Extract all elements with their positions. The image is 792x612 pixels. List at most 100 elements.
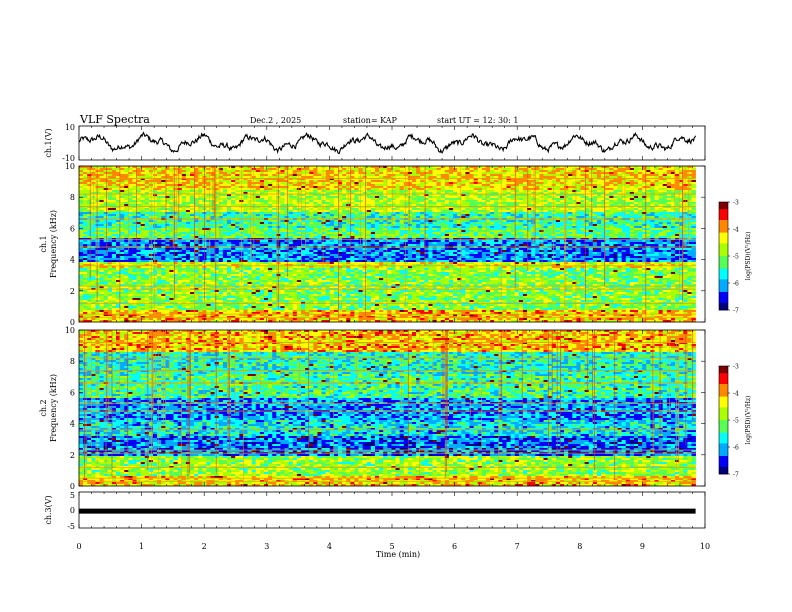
spectrogram-cell [629, 168, 635, 171]
spectrogram-cell [481, 220, 487, 223]
spectrogram-cell [292, 226, 298, 229]
spectrogram-cell [654, 224, 659, 227]
spectrogram-cell [173, 194, 178, 197]
spectrogram-cell [539, 170, 544, 173]
spectrogram-cell [107, 216, 113, 219]
spectrogram-cell [214, 194, 220, 197]
spectrogram-cell [111, 174, 117, 177]
spectrogram-cell [490, 208, 495, 211]
spectrogram-cell [111, 208, 117, 211]
spectrogram-cell [128, 170, 133, 173]
spectrogram-cell [551, 184, 557, 187]
spectrogram-cell [465, 172, 470, 175]
spectrogram-cell [518, 196, 524, 199]
spectrogram-cell [333, 170, 339, 173]
spectrogram-cell [539, 192, 544, 195]
spectrogram-cell [576, 184, 581, 187]
spectrogram-cell [436, 226, 442, 229]
spectrogram-cell [535, 182, 540, 185]
spectrogram-cell [633, 228, 639, 231]
spectrogram-cell [605, 212, 610, 215]
spectrogram-cell [95, 178, 100, 181]
spectrogram-cell [428, 176, 433, 179]
spectrogram-cell [679, 220, 684, 223]
spectrogram-cell [280, 168, 285, 171]
spectrogram-cell [231, 206, 236, 209]
spectrogram-cell [387, 170, 392, 173]
spectrogram-cell [366, 212, 372, 215]
spectrogram-cell [272, 174, 277, 177]
spectrogram-cell [383, 230, 388, 233]
spectrogram-cell [194, 200, 199, 203]
spectrogram-cell [609, 172, 614, 175]
spectrogram-cell [226, 198, 232, 201]
spectrogram-cell [490, 186, 495, 189]
spectrogram-cell [605, 184, 610, 187]
spectrogram-cell [387, 186, 392, 189]
spectrogram-cell [617, 204, 622, 207]
spectrogram-cell [370, 214, 376, 217]
spectrogram-cell [206, 192, 211, 195]
spectrogram-cell [543, 198, 548, 201]
spectrogram-cell [342, 166, 347, 169]
spectrogram-cell [259, 210, 265, 213]
spectrogram-cell [116, 214, 121, 217]
spectrogram-cell [444, 224, 450, 227]
spectrogram-cell [440, 198, 446, 201]
spectrogram-cell [428, 208, 433, 211]
spectrogram-cell [296, 222, 302, 225]
spectrogram-cell [691, 196, 696, 199]
spectrogram-cell [403, 230, 409, 233]
spectrogram-cell [502, 178, 507, 181]
spectrogram-cell [226, 196, 232, 199]
spectrogram-cell [522, 192, 528, 195]
spectrogram-cell [152, 230, 158, 233]
spectrogram-cell [547, 182, 553, 185]
spectrogram-cell [157, 198, 162, 201]
spectrogram-cell [485, 184, 491, 187]
spectrogram-cell [547, 184, 553, 187]
spectrogram-cell [333, 178, 339, 181]
spectrogram-cell [617, 210, 622, 213]
spectrogram-cell [136, 176, 141, 179]
spectrogram-cell [642, 212, 647, 215]
spectrogram-cell [103, 220, 109, 223]
spectrogram-cell [79, 228, 84, 231]
spectrogram-cell [420, 188, 425, 191]
spectrogram-cell [124, 180, 129, 183]
spectrogram-cell [613, 222, 618, 225]
spectrogram-cell [539, 206, 544, 209]
spectrogram-cell [485, 180, 491, 183]
spectrogram-cell [140, 224, 146, 227]
spectrogram-cell [194, 182, 199, 185]
spectrogram-cell [173, 180, 178, 183]
spectrogram-cell [255, 186, 261, 189]
spectrogram-cell [218, 194, 224, 197]
spectrogram-cell [407, 182, 413, 185]
spectrogram-cell [79, 190, 84, 193]
spectrogram-cell [416, 216, 421, 219]
spectrogram-cell [366, 222, 372, 225]
spectrogram-cell [161, 168, 166, 171]
spectrogram-cell [206, 178, 211, 181]
spectrogram-cell [572, 184, 577, 187]
spectrogram-cell [629, 196, 635, 199]
spectrogram-cell [140, 200, 146, 203]
spectrogram-cell [588, 178, 594, 181]
spectrogram-cell [461, 184, 466, 187]
spectrogram-cell [416, 190, 421, 193]
spectrogram-cell [107, 186, 113, 189]
spectrogram-cell [629, 176, 635, 179]
spectrogram-cell [83, 208, 88, 211]
spectrogram-cell [473, 180, 479, 183]
spectrogram-cell [169, 178, 174, 181]
ch1-trace [78, 131, 697, 155]
spectrogram-cell [580, 182, 585, 185]
spectrogram-cell [399, 220, 405, 223]
spectrogram-cell [490, 182, 495, 185]
spectrogram-cell [383, 204, 388, 207]
spectrogram-cell [231, 170, 236, 173]
spectrogram-cell [243, 192, 248, 195]
spectrogram-cell [144, 190, 150, 193]
spectrogram-cell [296, 192, 302, 195]
